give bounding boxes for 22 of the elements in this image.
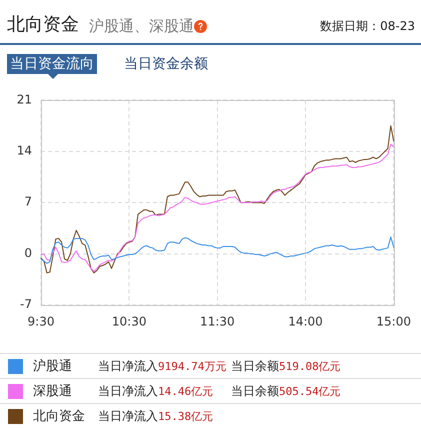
y-tick-label: -7 xyxy=(20,297,32,312)
text: 当日净流入15.38亿元 xyxy=(98,409,214,423)
text: 当日余额519.08亿元 xyxy=(231,359,341,373)
text: 数据日期：08-23 xyxy=(320,18,415,35)
legend-label: 深股通 xyxy=(33,383,72,401)
x-tick-label: 14:00 xyxy=(288,314,323,328)
y-tick-label: 7 xyxy=(24,194,32,209)
y-tick-label: 14 xyxy=(16,144,32,158)
x-tick-label: 10:30 xyxy=(112,314,146,328)
text: 当日净流入14.46亿元 xyxy=(98,384,214,398)
tab[interactable]: 当日资金余额 xyxy=(124,54,208,74)
x-tick-label: 11:30 xyxy=(200,314,235,328)
y-tick-label: 0 xyxy=(24,246,32,260)
legend-label: 北向资金 xyxy=(33,408,85,426)
legend-label: 沪股通 xyxy=(33,358,72,376)
x-tick-label: 9:30 xyxy=(28,314,54,328)
y-tick-label: 21 xyxy=(16,92,32,106)
text: 当日余额505.54亿元 xyxy=(231,384,341,398)
chart-subtitle: 沪股通、深股通 xyxy=(89,16,194,36)
chart-title: 北向资金 xyxy=(7,14,79,36)
text: 当日净流入9194.74万元 xyxy=(98,359,226,373)
x-tick-label: 15:00 xyxy=(376,314,412,328)
